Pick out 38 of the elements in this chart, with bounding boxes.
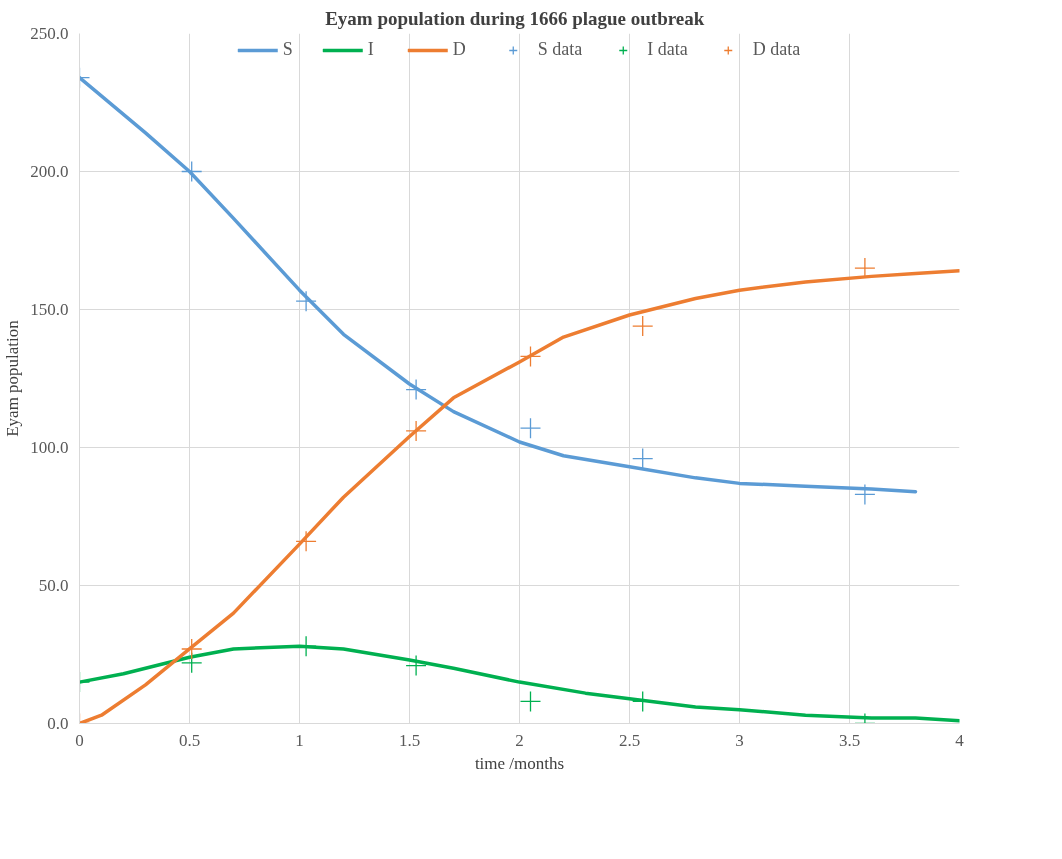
legend-label: I data: [647, 39, 688, 60]
y-tick-label: 100.0: [30, 438, 69, 457]
point: [405, 378, 427, 401]
legend-label: S data: [537, 39, 583, 60]
legend-label: D: [452, 39, 467, 60]
x-tick-label: 3.5: [838, 730, 861, 750]
point: [181, 638, 203, 660]
point: [519, 345, 542, 368]
point: [405, 420, 427, 442]
x-tick-label: 4: [955, 730, 965, 750]
point: [632, 315, 654, 337]
point: [181, 160, 203, 183]
point: [295, 290, 317, 312]
legend-label: I: [367, 39, 375, 60]
legend-label: D data: [752, 39, 801, 60]
y-tick-label: 50.0: [38, 576, 69, 595]
y-tick-label: 200.0: [30, 162, 69, 181]
y-tick-label: 250.0: [30, 24, 69, 43]
chart-title: Eyam population during 1666 plague outbreak: [325, 7, 705, 29]
y-tick-label: 150.0: [30, 300, 69, 319]
x-tick-label: 1.5: [398, 730, 421, 750]
x-tick-label: 2: [515, 730, 524, 750]
point: [632, 447, 654, 470]
x-axis-title: time /months: [474, 753, 565, 773]
point: [854, 257, 876, 279]
point: [519, 690, 542, 713]
point: [405, 654, 427, 677]
point: [519, 417, 542, 439]
x-tick-label: 0.5: [178, 730, 201, 750]
y-axis-title: Eyam population: [3, 319, 23, 437]
x-tick-label: 0: [75, 730, 84, 750]
x-tick-label: 1: [295, 730, 304, 750]
y-tick-label: 0.0: [47, 714, 69, 733]
legend-label: S: [282, 39, 294, 60]
x-tick-label: 3: [735, 730, 744, 750]
x-tick-label: 2.5: [618, 730, 641, 750]
point: [295, 530, 317, 552]
point: [854, 483, 876, 506]
